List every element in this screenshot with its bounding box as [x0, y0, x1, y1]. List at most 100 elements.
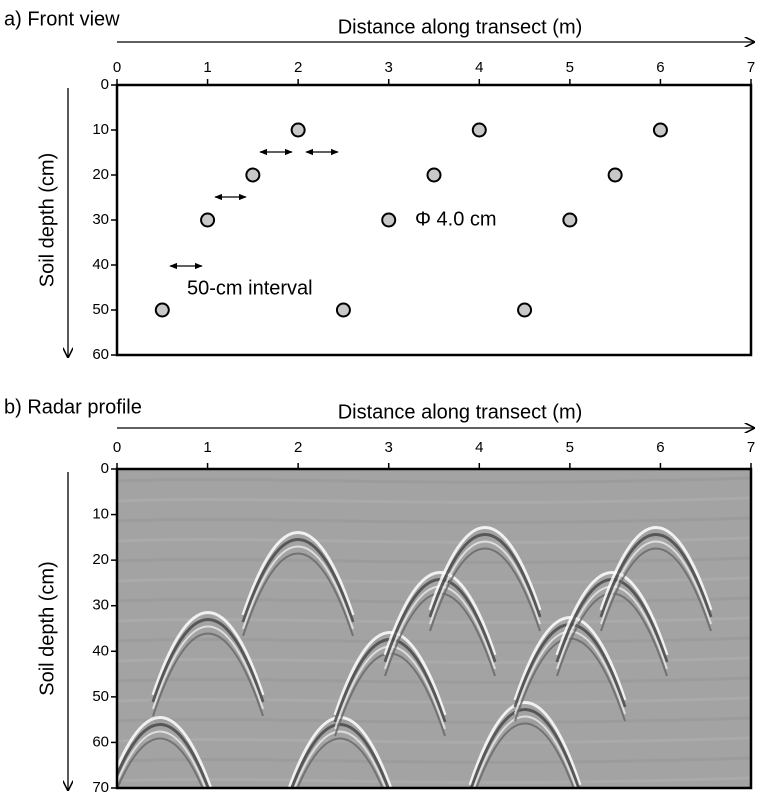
x-axis-title: Distance along transect (m) [338, 401, 583, 423]
x-tick-label: 5 [566, 59, 574, 76]
reflection-hyperbola [152, 625, 264, 710]
reflection-hyperbola [384, 592, 496, 677]
y-tick-label: 60 [92, 346, 109, 363]
y-tick-label: 40 [92, 642, 109, 659]
y-tick-label: 60 [92, 733, 109, 750]
x-tick-label: 3 [385, 59, 393, 76]
reflection-hyperbola [152, 632, 264, 717]
panel-label: b) Radar profile [4, 396, 142, 418]
reflection-hyperbola [469, 708, 581, 788]
x-tick-label: 7 [747, 59, 755, 76]
y-tick-label: 10 [92, 506, 109, 523]
reflection-hyperbola [599, 533, 713, 618]
buried-pipe [200, 212, 216, 228]
x-tick-label: 5 [566, 439, 574, 456]
reflection-hyperbola [241, 538, 355, 623]
x-tick-label: 0 [113, 59, 121, 76]
radar-texture [117, 536, 751, 544]
reflection-hyperbola [429, 540, 541, 625]
x-tick-label: 1 [203, 439, 211, 456]
radar-texture [117, 476, 751, 484]
x-tick-label: 2 [294, 59, 302, 76]
reflection-hyperbola [117, 716, 213, 788]
x-tick-label: 0 [113, 439, 121, 456]
interval-arrows [169, 148, 339, 270]
buried-pipe [471, 122, 487, 138]
buried-pipe [381, 212, 397, 228]
x-axis-title: Distance along transect (m) [338, 16, 583, 38]
y-tick-label: 70 [92, 779, 109, 793]
x-tick-label: 1 [203, 59, 211, 76]
reflection-hyperbola [468, 701, 582, 786]
radar-texture [117, 516, 751, 524]
reflection-hyperbola [472, 715, 578, 788]
radar-texture [117, 496, 751, 504]
buried-pipe [426, 167, 442, 183]
reflection-hyperbola [475, 722, 575, 788]
y-tick-label: 20 [92, 551, 109, 568]
y-tick-label: 0 [101, 76, 109, 93]
reflection-hyperbola [428, 526, 542, 611]
x-tick-label: 2 [294, 439, 302, 456]
radar-texture [117, 756, 751, 764]
annotation: Φ 4.0 cm [415, 208, 497, 230]
reflection-hyperbola [383, 571, 497, 656]
y-axis-title: Soil depth (cm) [36, 153, 58, 288]
reflection-hyperbola [117, 730, 207, 788]
reflection-hyperbola [151, 618, 265, 703]
reflection-hyperbola [296, 737, 384, 788]
reflection-hyperbola [287, 716, 393, 788]
buried-pipe [154, 302, 170, 318]
reflection-hyperbola [600, 540, 712, 625]
radar-texture [117, 716, 751, 724]
x-tick-label: 6 [656, 59, 664, 76]
radar-texture [117, 776, 751, 784]
reflection-hyperbola [117, 737, 204, 788]
reflection-hyperbola [242, 545, 354, 630]
reflection-hyperbola [428, 533, 542, 618]
reflection-hyperbola [290, 723, 390, 788]
reflection-hyperbola [293, 730, 387, 788]
y-tick-label: 50 [92, 301, 109, 318]
y-tick-label: 40 [92, 256, 109, 273]
reflection-hyperbola [514, 630, 626, 715]
buried-pipe [517, 302, 533, 318]
x-tick-label: 4 [475, 59, 483, 76]
y-tick-label: 50 [92, 688, 109, 705]
y-tick-label: 30 [92, 597, 109, 614]
x-tick-label: 7 [747, 439, 755, 456]
radar-texture [117, 676, 751, 684]
buried-pipe [562, 212, 578, 228]
buried-pipe [607, 167, 623, 183]
plot-frame [115, 467, 753, 790]
reflection-hyperbola [600, 547, 712, 632]
radar-image [117, 469, 751, 788]
reflection-hyperbola [514, 637, 626, 722]
radar-texture [117, 596, 751, 604]
reflection-hyperbola [242, 552, 354, 637]
panel-label: a) Front view [4, 8, 120, 30]
reflection-hyperbola [241, 531, 355, 616]
y-tick-label: 10 [92, 121, 109, 138]
reflection-hyperbola [333, 631, 447, 716]
x-tick-label: 3 [385, 439, 393, 456]
reflection-hyperbola [555, 571, 669, 656]
buried-pipe [652, 122, 668, 138]
radar-texture [117, 616, 751, 624]
x-tick-label: 4 [475, 439, 483, 456]
y-tick-label: 0 [101, 460, 109, 477]
reflection-hyperbola [117, 723, 210, 788]
y-axis-title: Soil depth (cm) [36, 561, 58, 696]
reflection-hyperbola [429, 547, 541, 632]
y-tick-label: 30 [92, 211, 109, 228]
x-tick-label: 6 [656, 439, 664, 456]
y-tick-label: 20 [92, 166, 109, 183]
reflection-hyperbola [151, 611, 265, 696]
radar-texture [117, 656, 751, 664]
buried-pipe [335, 302, 351, 318]
annotation: 50-cm interval [187, 277, 313, 299]
reflection-hyperbola [599, 526, 713, 611]
buried-pipe [290, 122, 306, 138]
buried-pipe [245, 167, 261, 183]
